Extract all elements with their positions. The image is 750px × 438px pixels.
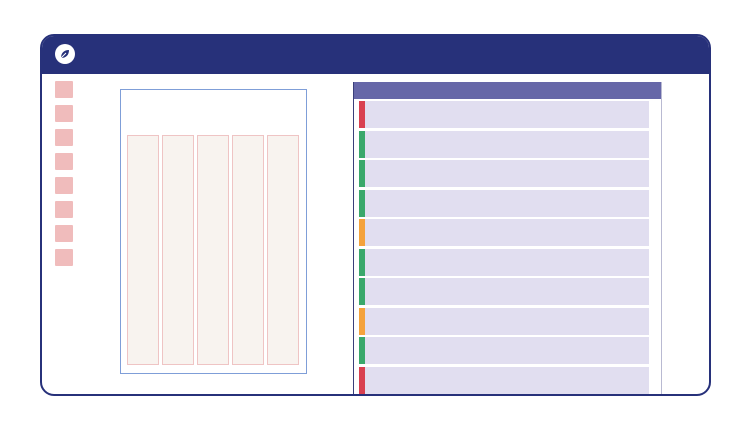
sidebar [55, 81, 75, 273]
board-column-5[interactable] [267, 135, 299, 365]
sidebar-item-7[interactable] [55, 225, 73, 242]
status-indicator [359, 366, 365, 394]
leaf-icon-glyph [60, 50, 69, 59]
status-indicator [359, 160, 365, 187]
status-indicator [359, 130, 365, 158]
app-window [40, 34, 711, 396]
list-item[interactable] [359, 160, 649, 187]
status-indicator [359, 189, 365, 217]
list-item[interactable] [359, 219, 649, 246]
list-item[interactable] [359, 278, 649, 305]
list-item[interactable] [359, 366, 649, 394]
sidebar-item-6[interactable] [55, 201, 73, 218]
board-column-1[interactable] [127, 135, 159, 365]
title-bar [42, 36, 709, 74]
board-columns [127, 135, 299, 365]
list-item[interactable] [359, 337, 649, 364]
sidebar-item-5[interactable] [55, 177, 73, 194]
sidebar-item-3[interactable] [55, 129, 73, 146]
status-indicator [359, 278, 365, 305]
status-indicator [359, 337, 365, 364]
sidebar-item-1[interactable] [55, 81, 73, 98]
list-item[interactable] [359, 307, 649, 335]
task-list-panel [353, 82, 662, 394]
sidebar-item-4[interactable] [55, 153, 73, 170]
board-column-4[interactable] [232, 135, 264, 365]
list-item[interactable] [359, 101, 649, 128]
kanban-board [120, 89, 307, 374]
sidebar-item-2[interactable] [55, 105, 73, 122]
panel-header [354, 82, 661, 99]
status-indicator [359, 219, 365, 246]
leaf-icon[interactable] [55, 44, 75, 64]
list-item[interactable] [359, 130, 649, 158]
task-list [359, 101, 649, 394]
status-indicator [359, 248, 365, 276]
list-item[interactable] [359, 189, 649, 217]
board-column-3[interactable] [197, 135, 229, 365]
status-indicator [359, 307, 365, 335]
list-item[interactable] [359, 248, 649, 276]
status-indicator [359, 101, 365, 128]
board-column-2[interactable] [162, 135, 194, 365]
sidebar-item-8[interactable] [55, 249, 73, 266]
